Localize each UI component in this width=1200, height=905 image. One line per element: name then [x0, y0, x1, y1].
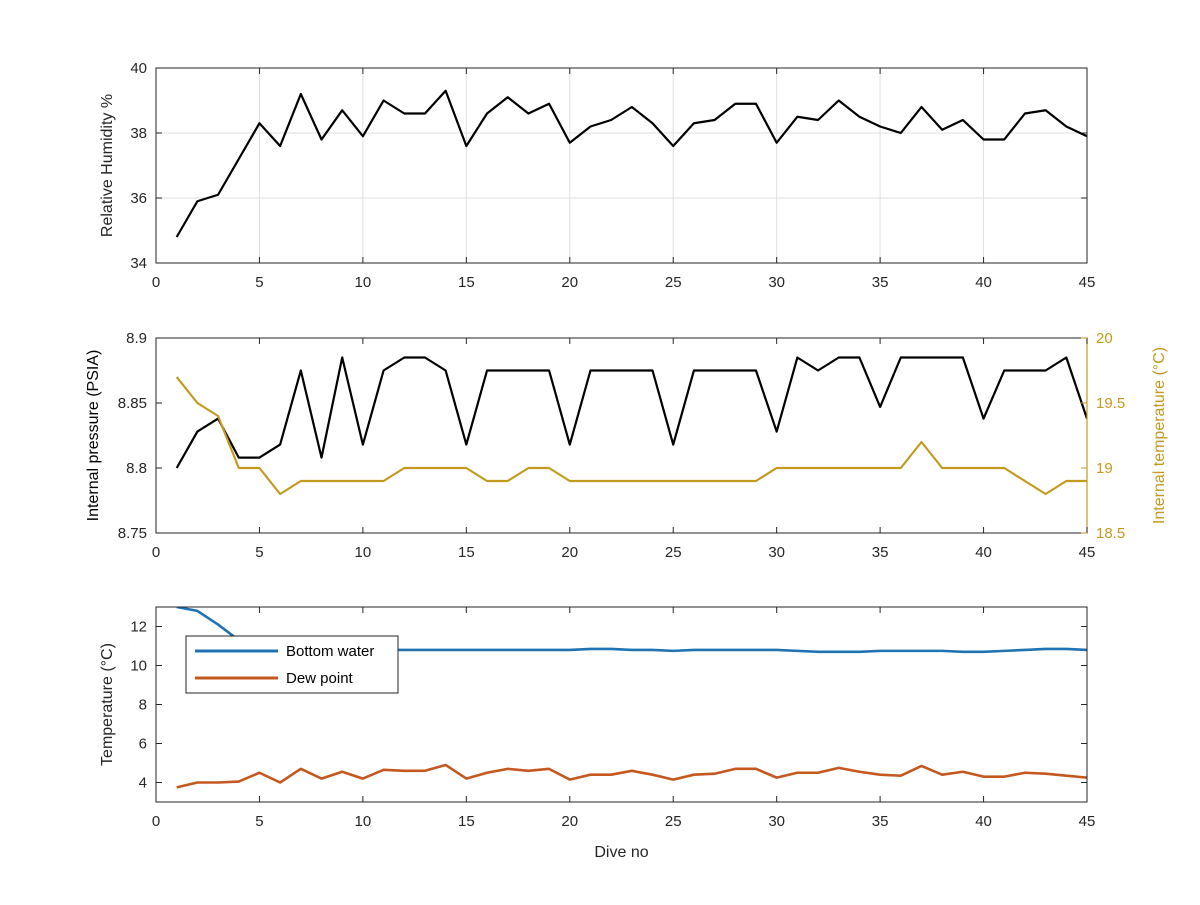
- x-tick-label: 15: [458, 813, 475, 830]
- x-tick-label: 25: [665, 813, 682, 830]
- chart-panel-1: 0 5 10 15 20 25 30 35 40 45 34 36 38 40 Relative Humid…: [99, 60, 1095, 291]
- legend-label: Dew point: [286, 670, 354, 687]
- x-tick-label: 30: [768, 544, 785, 561]
- y-tick-label: 6: [139, 736, 147, 753]
- y2-tick-label: 18.5: [1096, 525, 1125, 542]
- x-tick-label: 45: [1079, 813, 1096, 830]
- x-tick-label: 0: [152, 274, 160, 291]
- x-tick-label: 5: [255, 274, 263, 291]
- x-tick-label: 20: [561, 544, 578, 561]
- x-tick-label: 5: [255, 544, 263, 561]
- x-tick-label: 45: [1079, 544, 1096, 561]
- x-tick-label: 20: [561, 274, 578, 291]
- y2-tick-label: 19.5: [1096, 395, 1125, 412]
- x-tick-label: 40: [975, 813, 992, 830]
- x-tick-label: 35: [872, 544, 889, 561]
- y-tick-label: 8.75: [118, 525, 147, 542]
- axes-box: [155, 67, 1088, 264]
- y-tick-label: 8: [139, 697, 147, 714]
- series-line-dew-point: [176, 763, 1087, 789]
- x-tick-label: 40: [975, 274, 992, 291]
- x-tick-label: 45: [1079, 274, 1096, 291]
- series-line-2-2: [175, 376, 1087, 496]
- y-axis-label: Internal pressure (PSIA): [85, 350, 102, 522]
- x-tick-label: 15: [458, 274, 475, 291]
- y-tick-label: 34: [130, 255, 147, 272]
- x-tick-label: 0: [152, 813, 160, 830]
- y2-tick-label: 19: [1096, 460, 1113, 477]
- y-tick-label: 38: [130, 125, 147, 142]
- x-axis-label: Dive no: [594, 844, 648, 861]
- x-tick-label: 10: [355, 813, 372, 830]
- x-tick-label: 10: [355, 274, 372, 291]
- x-tick-label: 35: [872, 274, 889, 291]
- series-line-1-1: [175, 89, 1087, 238]
- x-tick-label: 10: [355, 544, 372, 561]
- chart-panel-2: 0 5 10 15 20 25 30 35 40 45 8.75 8.8 8.85 8.9 18.5 19 19…: [85, 330, 1168, 561]
- legend-box: [185, 635, 399, 694]
- x-tick-label: 20: [561, 813, 578, 830]
- x-tick-label: 30: [768, 274, 785, 291]
- x-tick-label: 35: [872, 813, 889, 830]
- x-tick-label: 15: [458, 544, 475, 561]
- y-tick-label: 8.8: [126, 460, 147, 477]
- legend-label: Bottom water: [286, 643, 374, 660]
- y-tick-label: 40: [130, 60, 147, 77]
- x-tick-label: 0: [152, 544, 160, 561]
- legend: Bottom water Dew point: [185, 635, 399, 694]
- x-tick-label: 40: [975, 544, 992, 561]
- y-axis-label: Relative Humidity %: [99, 94, 116, 237]
- y2-axis-label: Internal temperature (°C): [1151, 347, 1168, 524]
- x-tick-label: 25: [665, 274, 682, 291]
- axes-box: [155, 337, 1088, 534]
- y2-tick-label: 20: [1096, 330, 1113, 347]
- series-line-2-1: [175, 356, 1087, 469]
- y-tick-label: 36: [130, 190, 147, 207]
- chart-panel-3: 0 5 10 15 20 25 30 35 40 45 4 6 8 10 12 Temperature (°C…: [99, 606, 1096, 861]
- x-tick-label: 5: [255, 813, 263, 830]
- y-tick-label: 8.9: [126, 330, 147, 347]
- y-tick-label: 8.85: [118, 395, 147, 412]
- y-tick-label: 10: [130, 658, 147, 675]
- y-tick-label: 4: [139, 775, 147, 792]
- y-axis-label: Temperature (°C): [99, 643, 116, 766]
- y-tick-label: 12: [130, 619, 147, 636]
- x-tick-label: 30: [768, 813, 785, 830]
- x-tick-label: 25: [665, 544, 682, 561]
